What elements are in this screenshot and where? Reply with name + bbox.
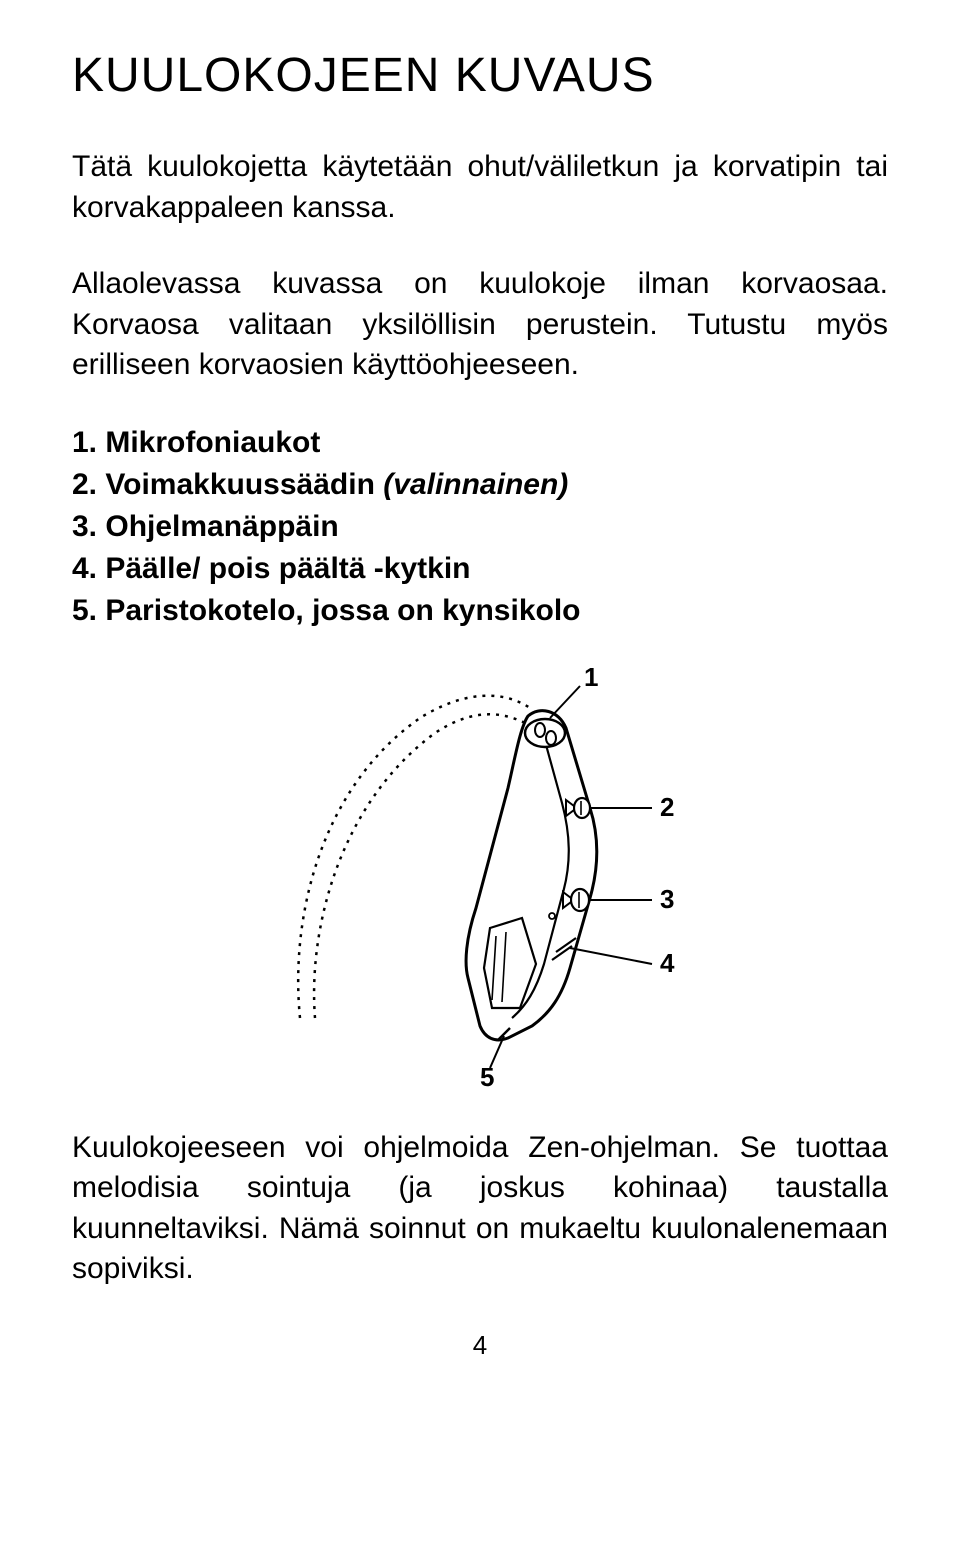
document-page: KUULOKOJEEN KUVAUS Tätä kuulokojetta käy… (0, 0, 960, 1401)
list-number: 1. (72, 426, 105, 459)
figure-container: 1 2 3 4 5 (72, 668, 888, 1088)
list-item: 4. Päälle/ pois päältä -kytkin (72, 548, 888, 590)
list-paren: (valinnainen) (383, 468, 568, 501)
list-text: Mikrofoniaukot (105, 426, 320, 459)
hearing-aid-body-icon (466, 710, 597, 1039)
list-number: 2. (72, 468, 105, 501)
callout-number: 3 (660, 884, 674, 914)
hearing-aid-diagram: 1 2 3 4 5 (240, 668, 720, 1088)
list-number: 5. (72, 594, 105, 627)
list-text: Ohjelmanäppäin (105, 510, 338, 543)
callout-line-icon (550, 686, 580, 718)
list-text: Päälle/ pois päältä -kytkin (105, 552, 470, 585)
list-item: 2. Voimakkuussäädin (valinnainen) (72, 464, 888, 506)
list-text: Paristokotelo, jossa on kynsikolo (105, 594, 580, 627)
callout-number: 5 (480, 1062, 494, 1088)
parts-list: 1. Mikrofoniaukot 2. Voimakkuussäädin (v… (72, 422, 888, 632)
page-number: 4 (72, 1330, 888, 1361)
list-number: 3. (72, 510, 105, 543)
callout-number: 4 (660, 948, 675, 978)
list-text: Voimakkuussäädin (105, 468, 383, 501)
page-title: KUULOKOJEEN KUVAUS (72, 48, 888, 103)
list-item: 5. Paristokotelo, jossa on kynsikolo (72, 590, 888, 632)
intro-paragraph-1: Tätä kuulokojetta käytetään ohut/välilet… (72, 147, 888, 228)
callout-line-icon (570, 948, 652, 964)
list-item: 3. Ohjelmanäppäin (72, 506, 888, 548)
list-number: 4. (72, 552, 105, 585)
callout-number: 1 (584, 668, 598, 692)
footer-paragraph: Kuulokojeeseen voi ohjelmoida Zen-ohjelm… (72, 1128, 888, 1290)
intro-paragraph-2: Allaolevassa kuvassa on kuulokoje ilman … (72, 264, 888, 386)
callout-number: 2 (660, 792, 674, 822)
list-item: 1. Mikrofoniaukot (72, 422, 888, 464)
